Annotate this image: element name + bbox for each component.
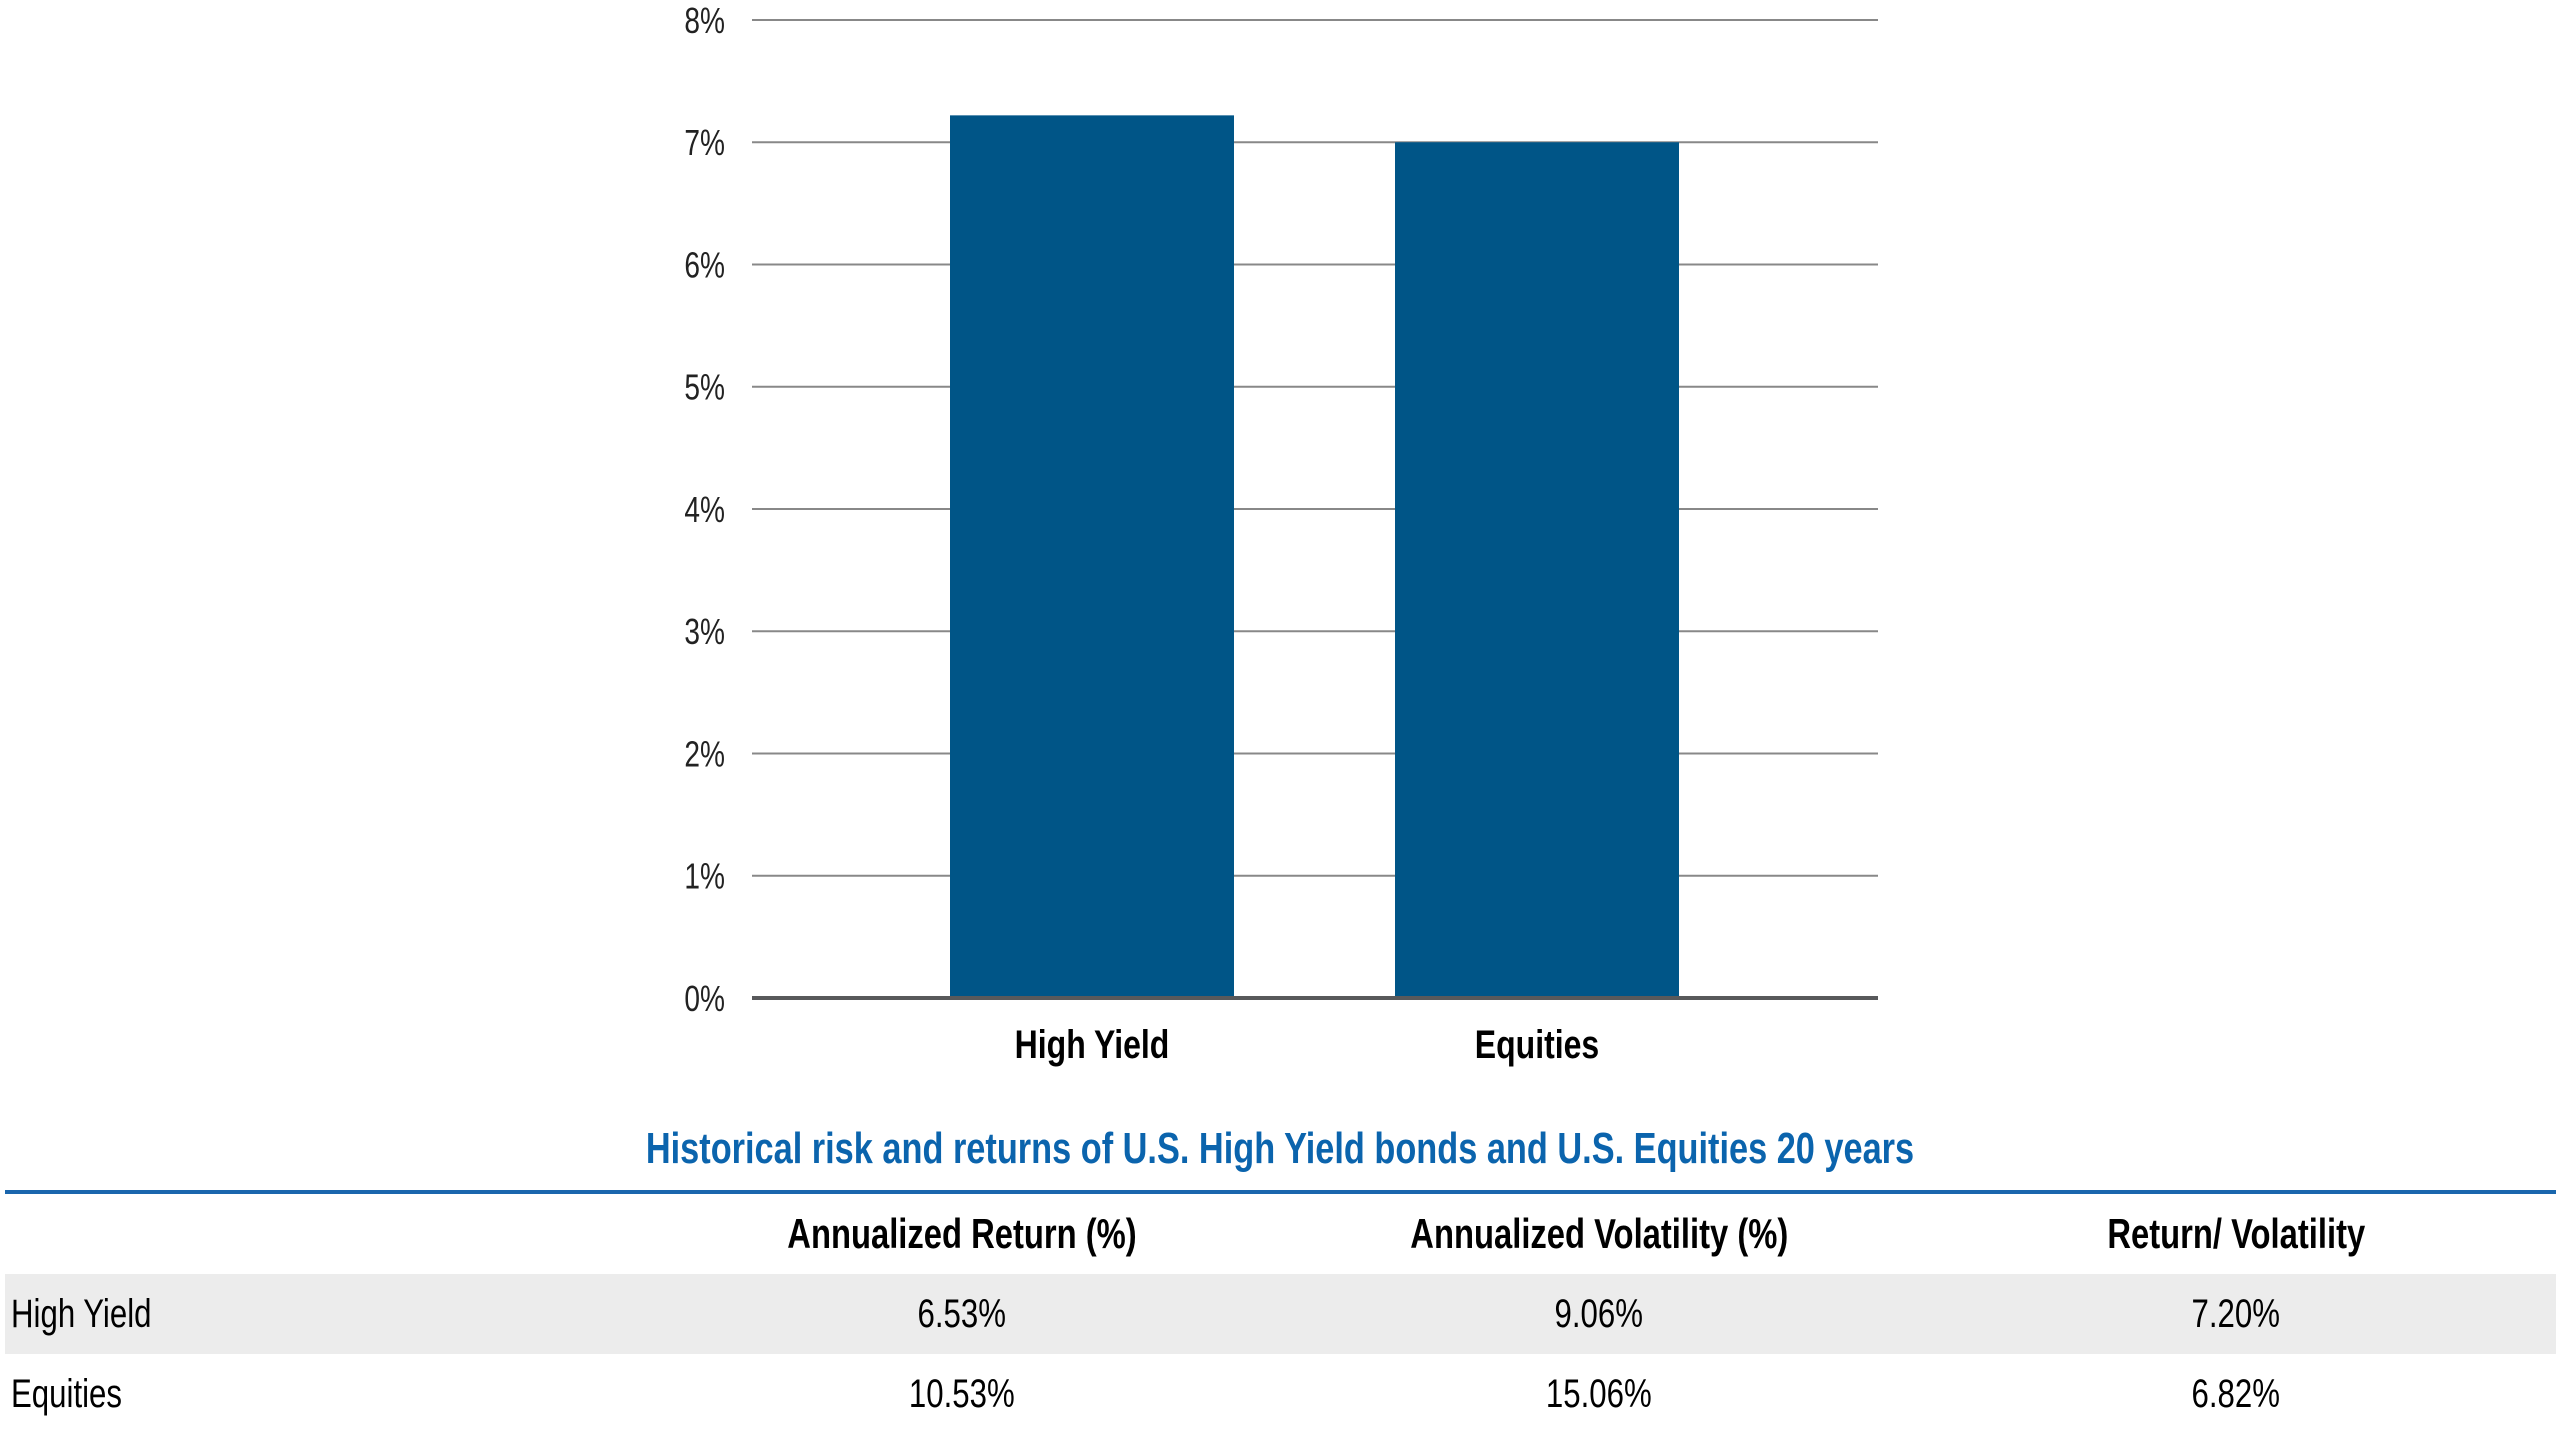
table-row: High Yield 6.53% 9.06% 7.20% xyxy=(5,1274,2556,1354)
cell-return: 6.53% xyxy=(917,1292,1007,1336)
y-tick-label: 8% xyxy=(684,1,725,41)
y-tick-label: 2% xyxy=(684,734,725,774)
x-category-label: High Yield xyxy=(1015,1022,1170,1067)
bar-chart: 0% 1% 2% 3% 4% 5% 6% 7% 8% High Yield Equities xyxy=(684,1,1878,1067)
row-label: Equities xyxy=(11,1372,123,1416)
y-tick-label: 3% xyxy=(684,612,725,652)
y-tick-label: 7% xyxy=(684,123,725,163)
y-tick-label: 4% xyxy=(684,490,725,530)
header-return-volatility: Return/ Volatility xyxy=(2107,1210,2365,1257)
bar-equities xyxy=(1395,142,1679,998)
table-title: Historical risk and returns of U.S. High… xyxy=(645,1124,1915,1173)
cell-return: 10.53% xyxy=(909,1372,1015,1416)
bar-high-yield xyxy=(950,115,1234,999)
y-tick-label: 6% xyxy=(684,245,725,285)
cell-volatility: 9.06% xyxy=(1554,1292,1644,1336)
table-top-rule xyxy=(5,1190,2556,1194)
cell-ratio: 7.20% xyxy=(2191,1292,2281,1336)
cell-volatility: 15.06% xyxy=(1546,1372,1652,1416)
table-header-row: Annualized Return (%) Annualized Volatil… xyxy=(5,1194,2556,1274)
x-category-label: Equities xyxy=(1475,1022,1599,1067)
header-annualized-return: Annualized Return (%) xyxy=(787,1210,1137,1257)
row-label: High Yield xyxy=(11,1292,152,1336)
cell-ratio: 6.82% xyxy=(2191,1372,2281,1416)
y-tick-label: 1% xyxy=(684,856,725,896)
table-row: Equities 10.53% 15.06% 6.82% xyxy=(5,1354,2556,1434)
header-annualized-volatility: Annualized Volatility (%) xyxy=(1410,1210,1788,1257)
y-tick-label: 0% xyxy=(684,979,725,1019)
y-tick-label: 5% xyxy=(684,367,725,407)
